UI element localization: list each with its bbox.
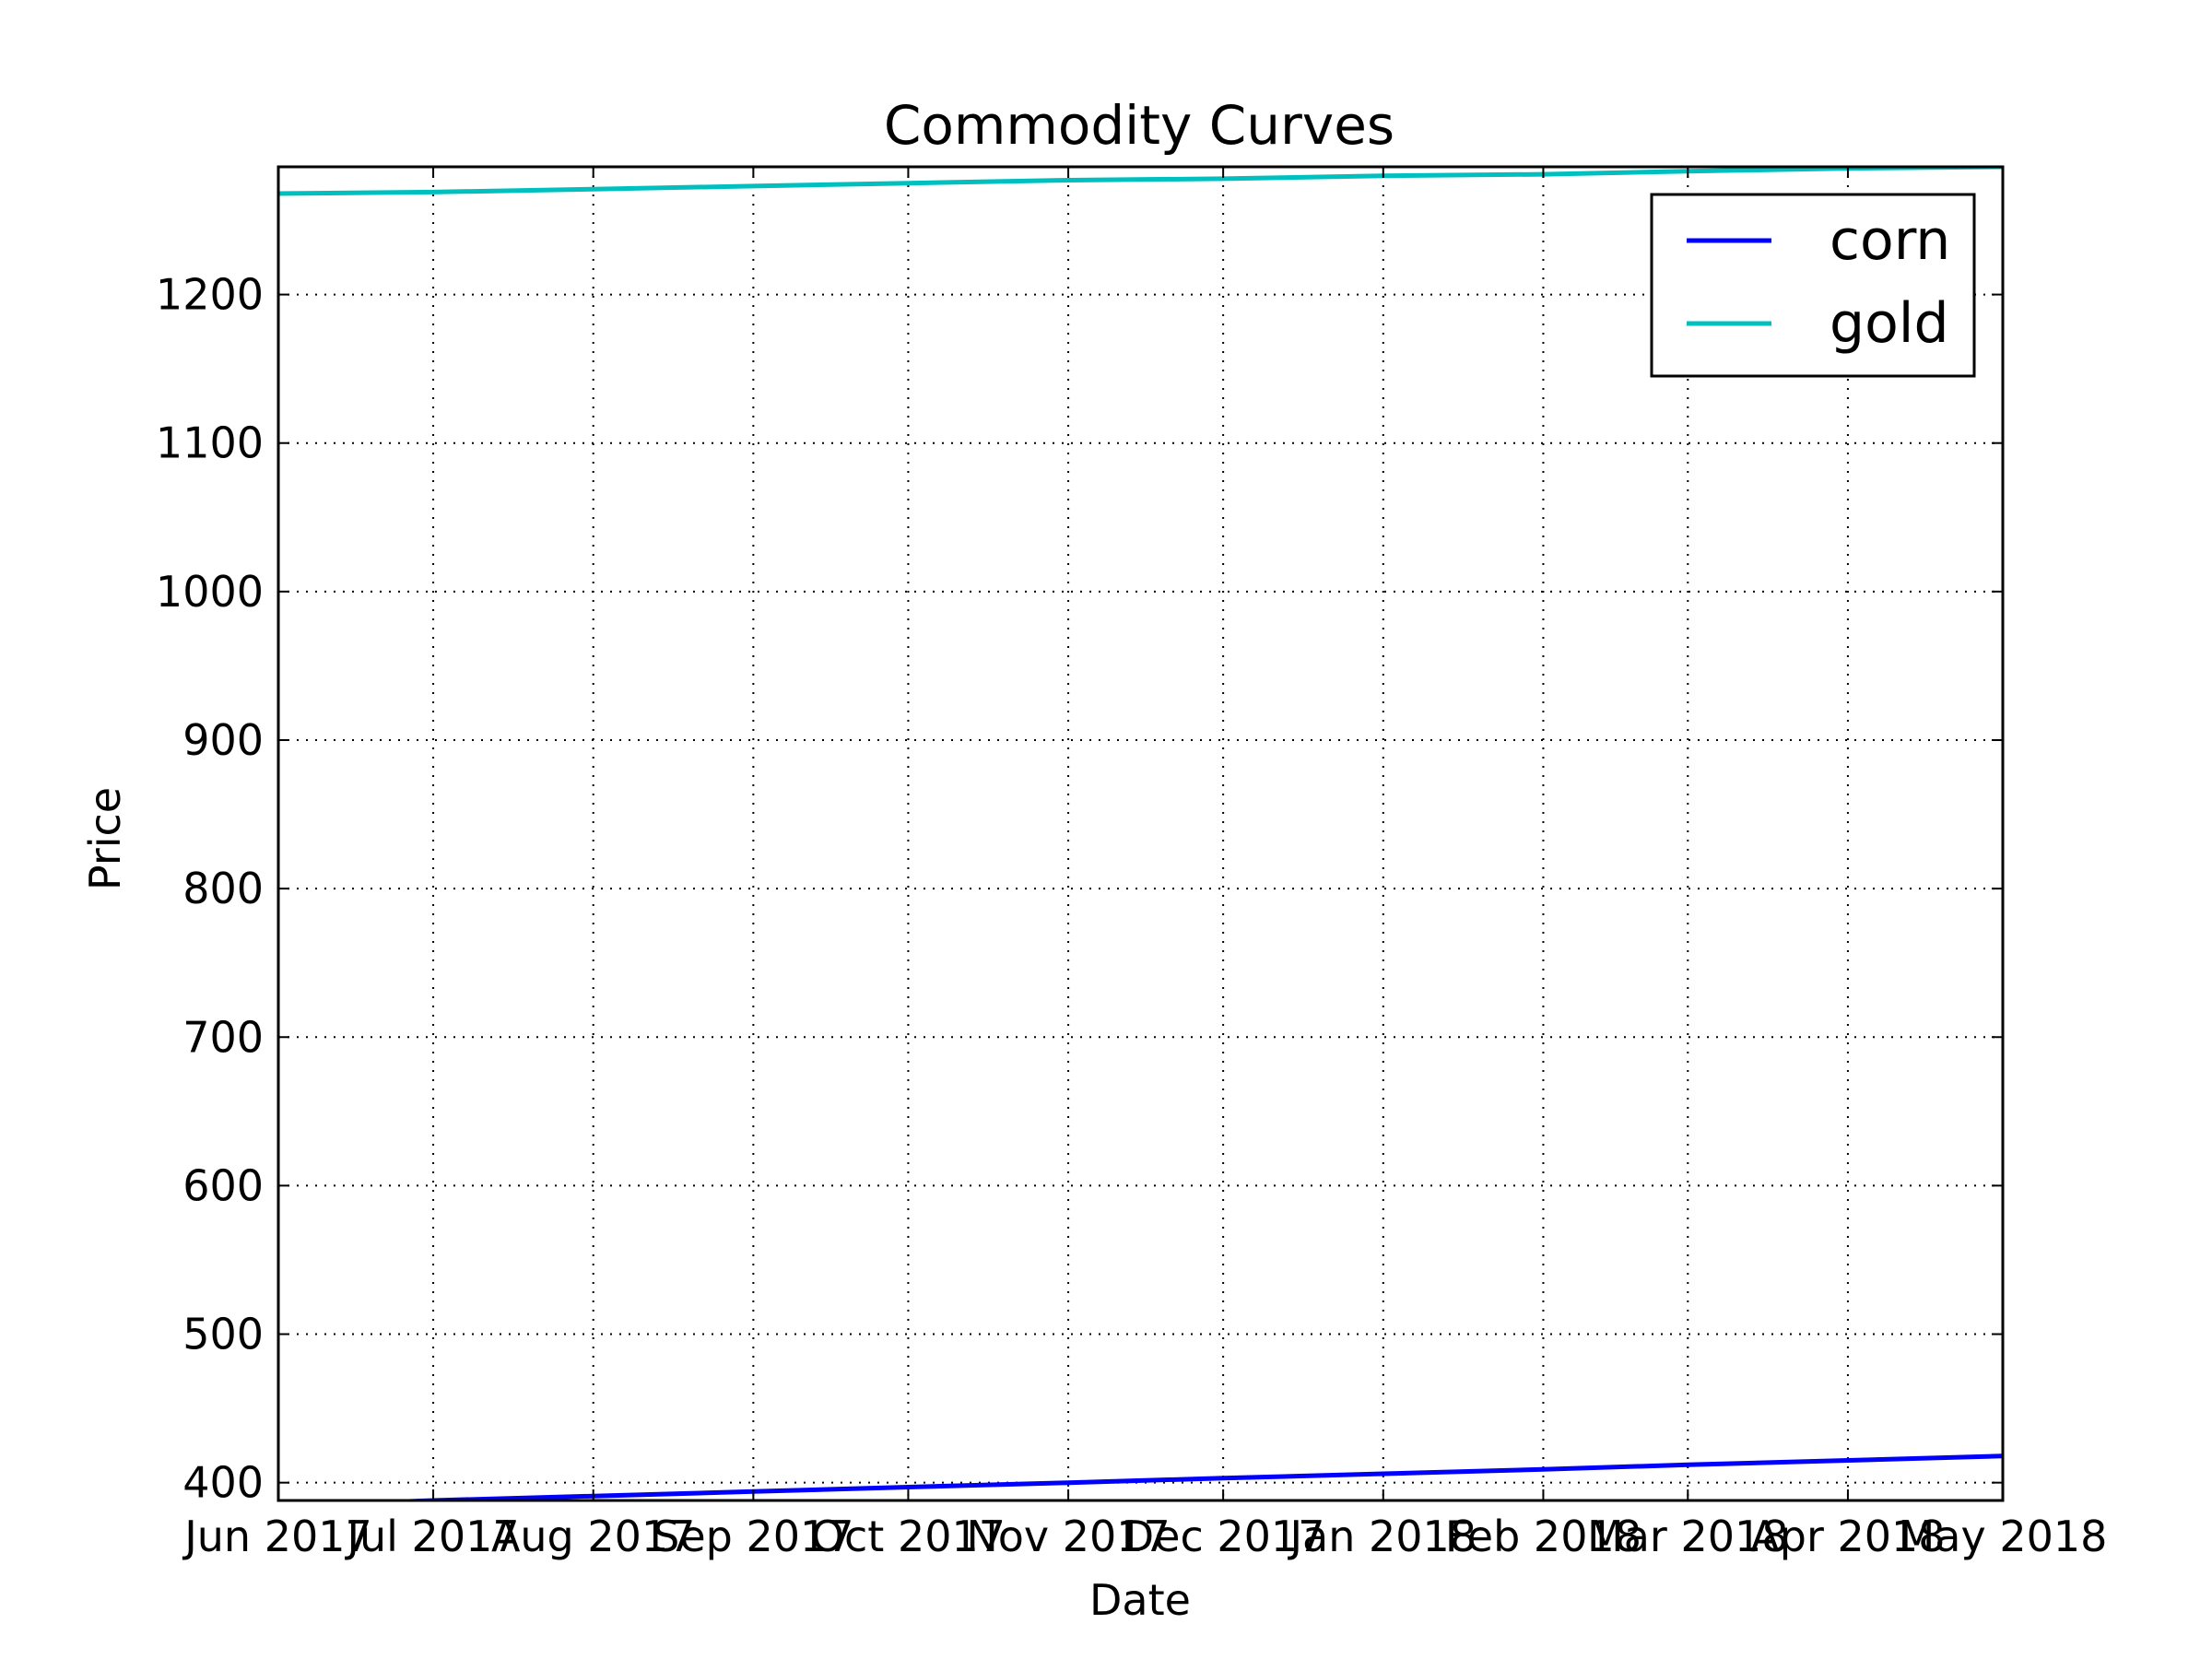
series-line-corn xyxy=(372,1453,2003,1500)
y-tick-label: 1200 xyxy=(156,270,264,320)
y-tick-label: 600 xyxy=(182,1160,264,1210)
legend: corn gold xyxy=(1650,193,1976,378)
x-tick-label: Nov 2017 xyxy=(966,1512,1170,1561)
legend-corn-label: corn xyxy=(1830,208,1950,273)
x-tick-label: Jan 2018 xyxy=(1287,1512,1477,1561)
legend-gold-label: gold xyxy=(1830,291,1949,356)
series-line-gold xyxy=(278,167,2003,196)
series-layer xyxy=(278,167,2003,1500)
legend-box xyxy=(1650,193,1976,378)
x-tick-label: Oct 2017 xyxy=(811,1512,1006,1561)
y-tick-label: 900 xyxy=(182,715,264,765)
y-tick-label: 800 xyxy=(182,864,264,913)
x-tick-label: Apr 2018 xyxy=(1750,1512,1945,1561)
x-tick-label: Dec 2017 xyxy=(1122,1512,1325,1561)
plot-frame xyxy=(276,165,2005,1502)
x-tick-label: Aug 2017 xyxy=(491,1512,696,1561)
y-tick-label: 700 xyxy=(182,1012,264,1062)
x-tick-label: Jun 2017 xyxy=(182,1512,372,1561)
x-axis-label: Date xyxy=(1089,1575,1191,1625)
x-tick-label: May 2018 xyxy=(1899,1512,2108,1561)
chart-title: Commodity Curves xyxy=(884,94,1394,157)
x-tick-label: Mar 2018 xyxy=(1587,1512,1788,1561)
x-tick-label: Sep 2017 xyxy=(653,1512,853,1561)
y-tick-label: 1000 xyxy=(156,567,264,617)
x-tick-label: Feb 2018 xyxy=(1445,1512,1641,1561)
y-tick-label: 400 xyxy=(182,1458,264,1508)
y-tick-label: 1100 xyxy=(156,418,264,468)
x-tick-label: Jul 2017 xyxy=(344,1512,519,1561)
y-tick-label: 500 xyxy=(182,1310,264,1359)
y-axis-label: Price xyxy=(80,787,130,890)
